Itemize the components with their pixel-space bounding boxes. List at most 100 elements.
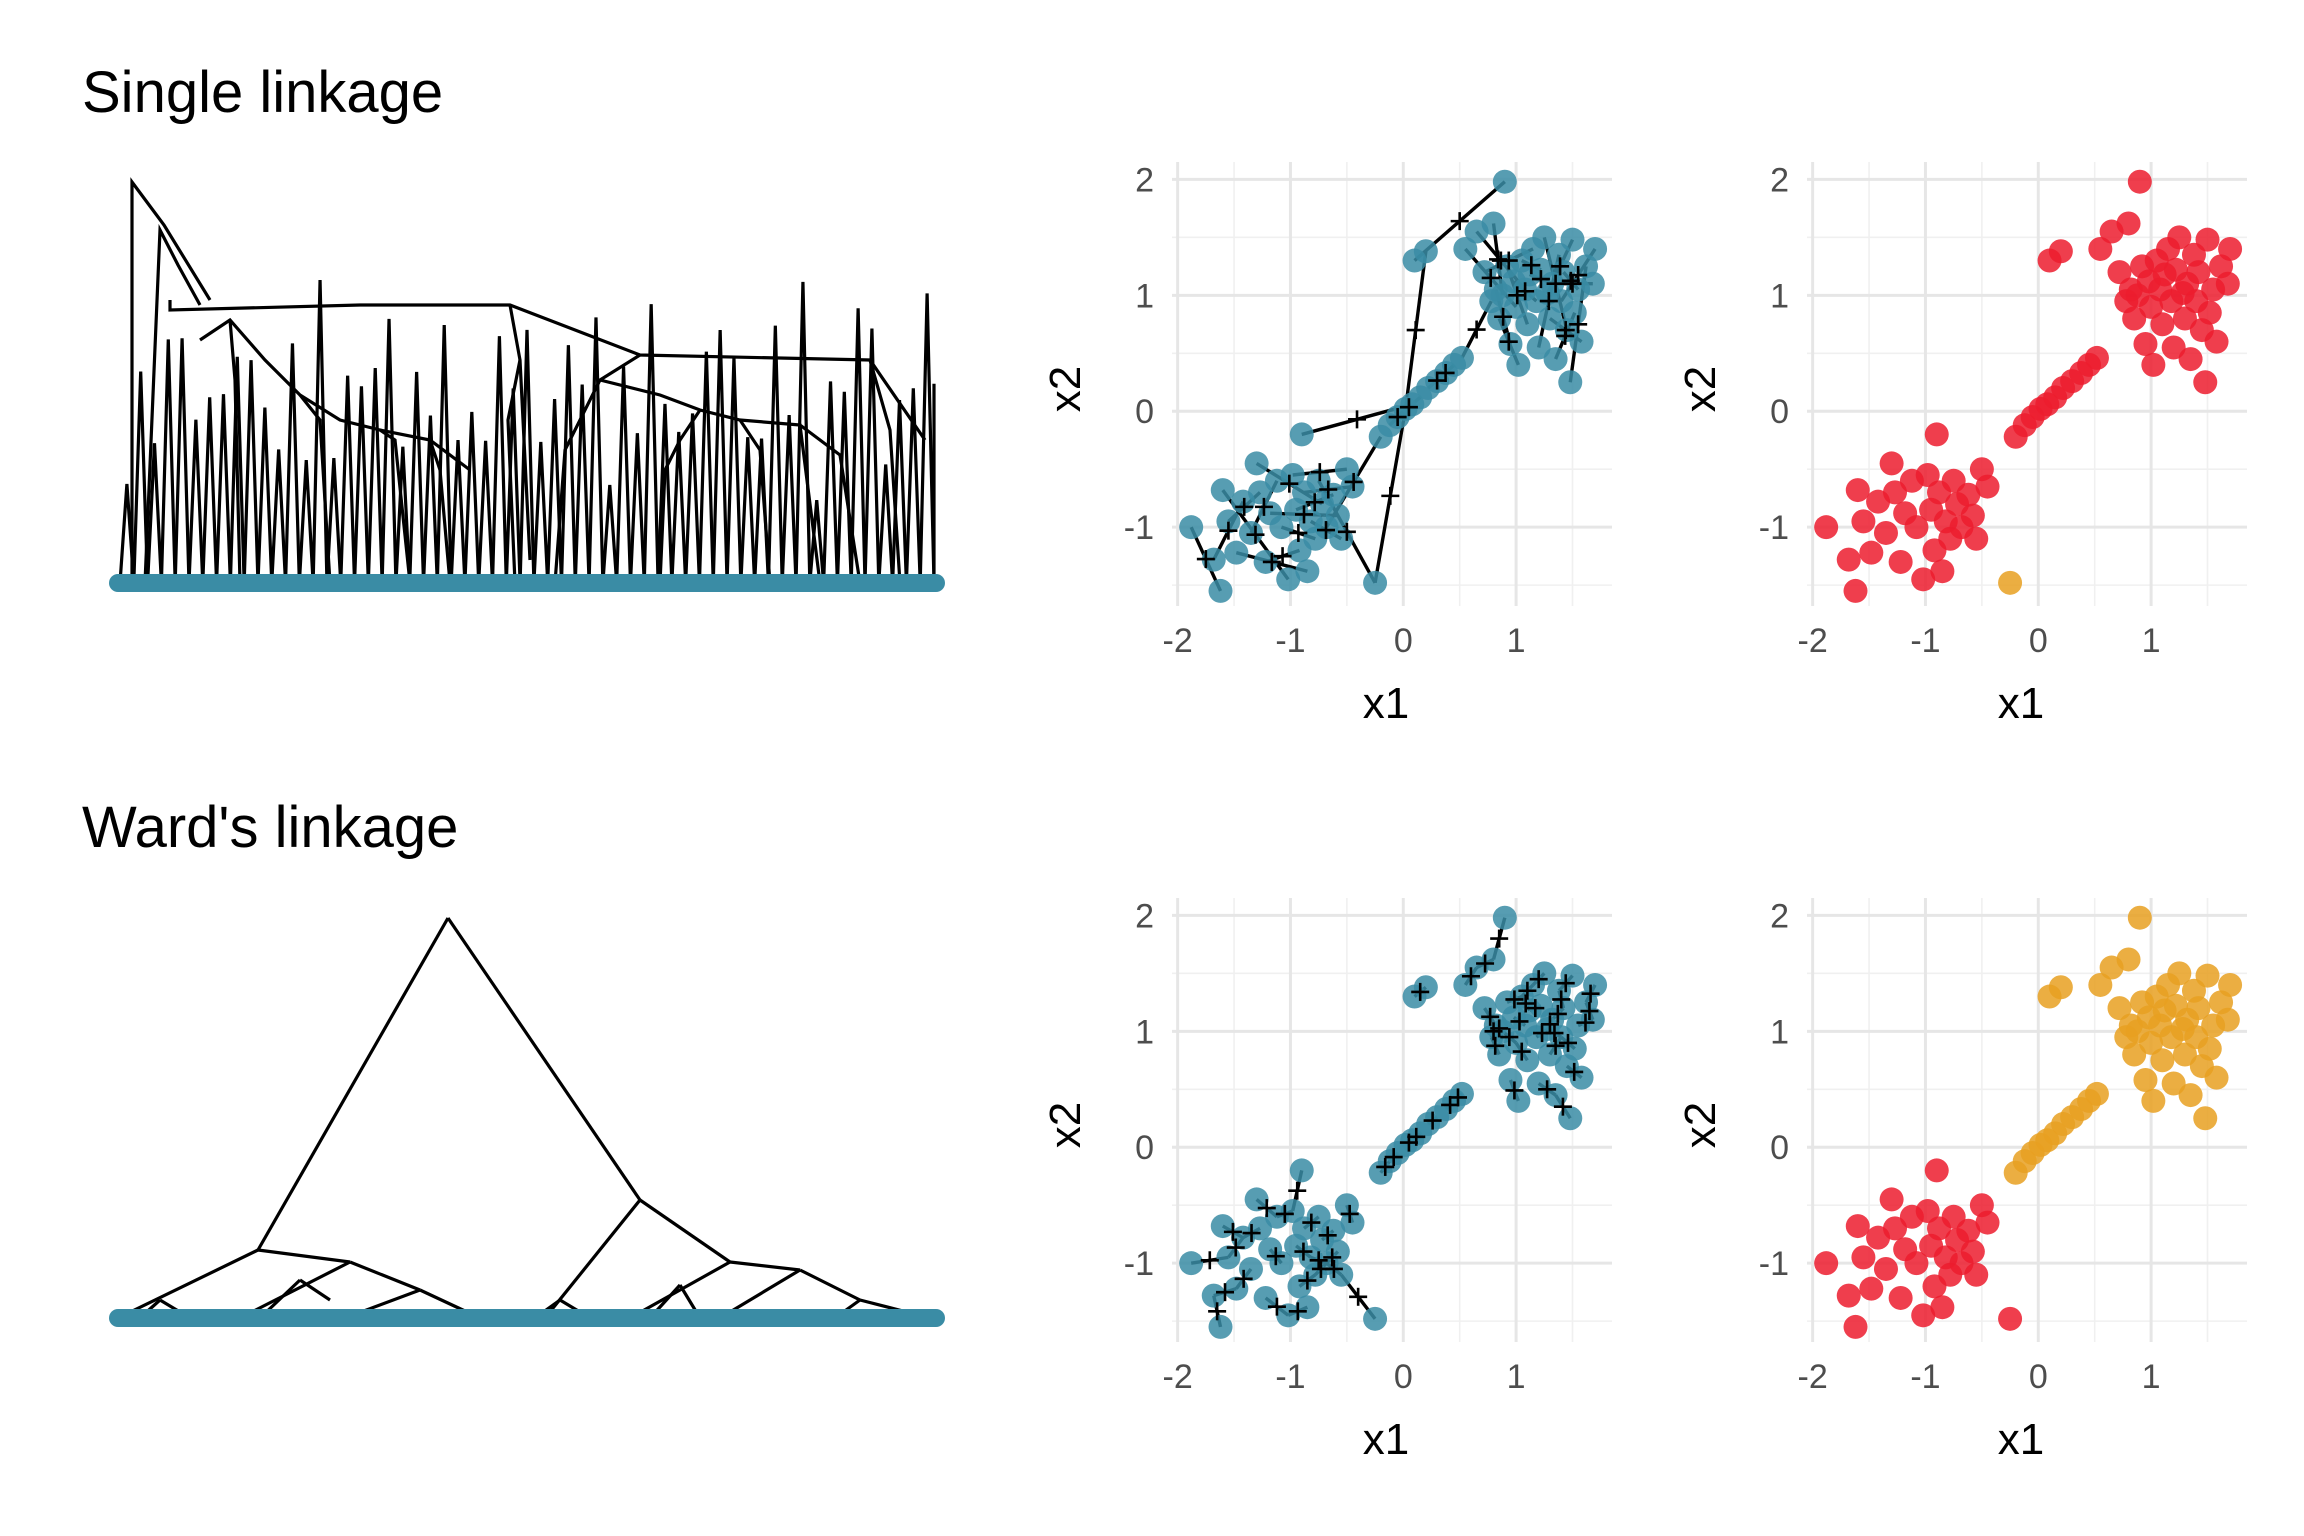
dendrogram-branch xyxy=(918,293,936,584)
data-point xyxy=(2048,975,2073,1000)
dendrogram-branch xyxy=(380,318,398,584)
dendrogram-branch xyxy=(173,338,191,584)
data-point xyxy=(2193,1106,2218,1131)
data-point xyxy=(1289,422,1314,447)
data-point xyxy=(1580,1007,1605,1032)
single-linkage-connections-panel: -2 -1 0 1 -1 0 1 2 x1 x2 xyxy=(1041,161,1612,728)
dendrogram-branch xyxy=(729,1260,801,1272)
ward-linkage-connections-panel: -2 -1 0 1 -1 0 1 2 x1 x2 xyxy=(1041,897,1612,1464)
data-point xyxy=(1413,975,1438,1000)
dendrogram-branch xyxy=(187,419,205,584)
dendrogram-branch xyxy=(490,336,508,584)
dendrogram-branch xyxy=(117,1248,259,1320)
data-point xyxy=(1873,1256,1898,1281)
dendrogram-branch xyxy=(449,440,467,584)
data-point xyxy=(1244,451,1269,476)
x-tick-label: -2 xyxy=(1163,622,1193,660)
y-tick-label: 2 xyxy=(1135,897,1154,935)
data-point xyxy=(1248,1216,1272,1241)
data-point xyxy=(1506,1088,1531,1113)
x-tick-label: 0 xyxy=(1394,622,1413,660)
data-point xyxy=(1915,463,1940,488)
data-point xyxy=(1487,1042,1512,1067)
data-point xyxy=(2088,236,2113,261)
data-point xyxy=(1859,1276,1884,1301)
dendrogram-branch xyxy=(863,328,881,584)
dendrogram-branch xyxy=(477,440,495,584)
data-point xyxy=(1873,520,1898,545)
data-point xyxy=(1208,578,1233,603)
data-point xyxy=(2161,335,2186,360)
x-tick-label: 0 xyxy=(2029,1358,2048,1396)
dendrogram-branch xyxy=(256,917,450,1251)
data-point xyxy=(1843,1314,1868,1339)
dendrogram-branch xyxy=(904,388,922,584)
data-point xyxy=(1911,567,1936,592)
data-point xyxy=(1562,300,1587,325)
dendrogram-branch xyxy=(822,381,840,584)
x-tick-label: 0 xyxy=(1394,1358,1413,1396)
y-tick-label: 0 xyxy=(1135,1129,1154,1167)
dendrogram-branch xyxy=(349,1260,421,1292)
data-point xyxy=(1449,345,1474,370)
single-linkage-dendrogram xyxy=(109,177,945,592)
dendrogram-branch xyxy=(168,300,927,441)
dendrogram-branch xyxy=(143,223,202,584)
data-point xyxy=(1201,1283,1226,1308)
data-point xyxy=(2107,996,2132,1021)
data-point xyxy=(1179,515,1204,540)
data-point xyxy=(1253,1285,1278,1310)
data-point xyxy=(2084,1081,2109,1106)
data-point xyxy=(1904,1251,1929,1276)
dendrogram-branch xyxy=(628,433,646,584)
data-point xyxy=(2127,905,2152,930)
dendrogram-branch xyxy=(697,351,715,584)
data-point xyxy=(2150,312,2175,337)
x-axis-title: x1 xyxy=(1998,679,2044,728)
data-point xyxy=(1481,947,1506,972)
data-point xyxy=(1216,509,1241,534)
x-tick-label: -1 xyxy=(1910,1358,1940,1396)
data-point xyxy=(1269,515,1294,540)
data-point xyxy=(1580,271,1605,296)
data-point xyxy=(1975,1210,2000,1235)
data-point xyxy=(1879,1187,1904,1212)
data-point xyxy=(1248,480,1272,505)
x-tick-label: 0 xyxy=(2029,622,2048,660)
x-tick-label: -1 xyxy=(1275,622,1305,660)
dendrogram-branch xyxy=(573,384,591,584)
data-point xyxy=(1930,559,1955,584)
data-point xyxy=(2088,972,2113,997)
data-point xyxy=(2193,370,2218,395)
dendrogram-branch xyxy=(506,359,522,584)
dendrogram-branch xyxy=(283,343,301,584)
data-point xyxy=(2218,972,2243,997)
data-point xyxy=(2133,332,2158,357)
y-tick-label: -1 xyxy=(1124,509,1154,547)
data-point xyxy=(2161,1071,2186,1096)
data-point xyxy=(2186,260,2211,285)
data-point xyxy=(1888,1285,1913,1310)
data-point xyxy=(2141,352,2166,377)
data-point xyxy=(2116,947,2141,972)
data-point xyxy=(1851,509,1876,534)
x-tick-label: -2 xyxy=(1798,622,1828,660)
single-linkage-title: Single linkage xyxy=(82,60,443,125)
ward-linkage-clusters-panel: -2 -1 0 1 -1 0 1 2 x1 x2 xyxy=(1676,897,2247,1464)
data-point xyxy=(1487,306,1512,331)
dendrogram-branch xyxy=(130,177,212,583)
data-point xyxy=(1363,570,1388,595)
data-point xyxy=(2186,996,2211,1021)
data-point xyxy=(1492,905,1517,930)
data-point xyxy=(1845,478,1870,503)
x-tick-label: 1 xyxy=(2142,1358,2161,1396)
y-tick-label: -1 xyxy=(1124,1245,1154,1283)
dendrogram-branch xyxy=(339,375,357,584)
dendrogram-branch xyxy=(408,371,426,584)
dendrogram-branch xyxy=(615,366,633,584)
data-point xyxy=(2122,306,2147,331)
data-point xyxy=(1888,549,1913,574)
data-point xyxy=(2122,1042,2147,1067)
data-point xyxy=(1224,1276,1249,1301)
data-point xyxy=(2204,329,2229,354)
